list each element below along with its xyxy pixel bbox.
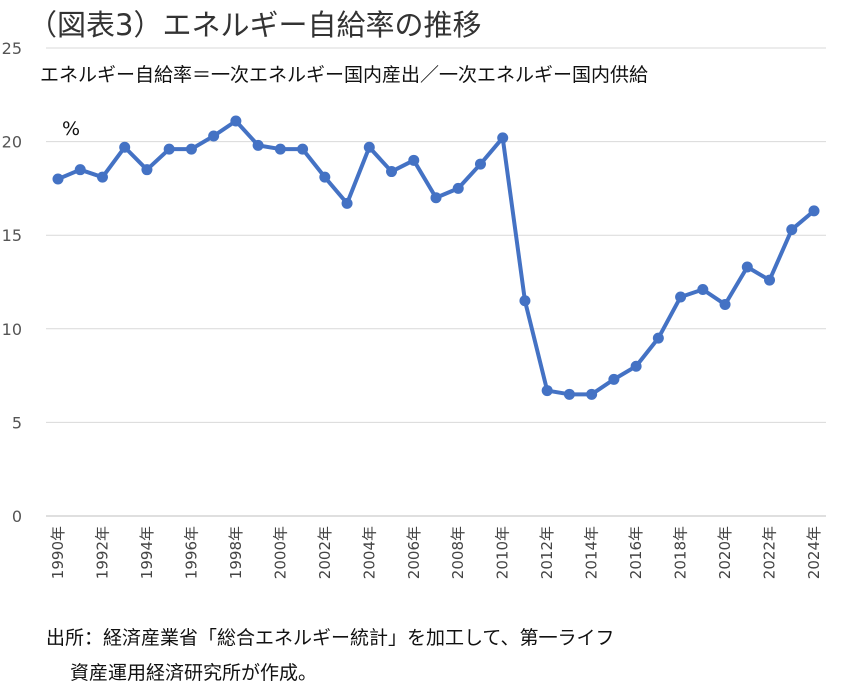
data-point-1992 [96,171,108,183]
chart-subtitle: エネルギー自給率＝一次エネルギー国内産出／一次エネルギー国内供給 [40,64,649,86]
data-point-2001 [297,143,309,155]
data-point-2010 [497,132,509,144]
x-tick-label: 2002年 [316,526,334,579]
data-point-2021 [741,261,753,273]
data-point-1990 [52,173,64,185]
data-point-2005 [386,166,398,178]
x-tick-label: 1998年 [227,526,245,579]
data-point-2012 [541,385,553,397]
y-tick-label: 15 [2,226,22,245]
x-tick-label: 2008年 [449,526,467,579]
data-point-2009 [474,158,486,170]
x-tick-label: 2018年 [672,526,690,579]
data-point-1996 [185,143,197,155]
data-point-2002 [319,171,331,183]
data-point-1999 [252,139,264,151]
data-point-2008 [452,182,464,194]
x-tick-label: 2024年 [805,526,823,579]
x-tick-label: 1996年 [182,526,200,579]
x-tick-label: 2010年 [494,526,512,579]
y-tick-label: 25 [2,39,22,58]
y-tick-label: 20 [2,133,22,152]
source-note-line-2: 資産運用経済研究所が作成。 [70,662,318,684]
data-point-2023 [786,224,798,236]
data-point-2015 [608,373,620,385]
data-point-2022 [764,274,776,286]
chart-title: （図表3）エネルギー自給率の推移 [28,8,482,42]
x-tick-label: 2012年 [538,526,556,579]
data-point-2016 [630,360,642,372]
data-point-2013 [563,388,575,400]
x-tick-label: 2014年 [583,526,601,579]
x-tick-label: 2020年 [716,526,734,579]
data-point-2018 [675,291,687,303]
x-tick-label: 1990年 [49,526,67,579]
data-point-2014 [586,388,598,400]
x-tick-label: 2004年 [360,526,378,579]
y-tick-label: 5 [12,413,22,432]
y-tick-label: 0 [12,507,22,526]
data-point-2024 [808,205,820,217]
x-tick-label: 2000年 [271,526,289,579]
data-point-1995 [163,143,175,155]
data-point-2006 [408,154,420,166]
data-point-1994 [141,164,153,176]
data-point-1997 [208,130,220,142]
data-point-2000 [274,143,286,155]
data-point-2007 [430,192,442,204]
x-tick-label: 1992年 [93,526,111,579]
y-unit-label: % [62,118,80,140]
series-line-0 [56,119,816,397]
data-point-2017 [652,332,664,344]
source-note-line-1: 出所：経済産業省「総合エネルギー統計」を加工して、第一ライフ [46,627,615,649]
data-point-2011 [519,295,531,307]
data-point-2019 [697,283,709,295]
data-point-1998 [230,115,242,127]
data-point-2004 [363,141,375,153]
data-point-1991 [74,164,86,176]
x-tick-label: 2016年 [627,526,645,579]
data-point-2003 [341,197,353,209]
y-tick-label: 10 [2,320,22,339]
data-point-2020 [719,298,731,310]
x-tick-label: 2006年 [405,526,423,579]
data-point-1993 [119,141,131,153]
x-tick-label: 1994年 [138,526,156,579]
x-tick-label: 2022年 [761,526,779,579]
